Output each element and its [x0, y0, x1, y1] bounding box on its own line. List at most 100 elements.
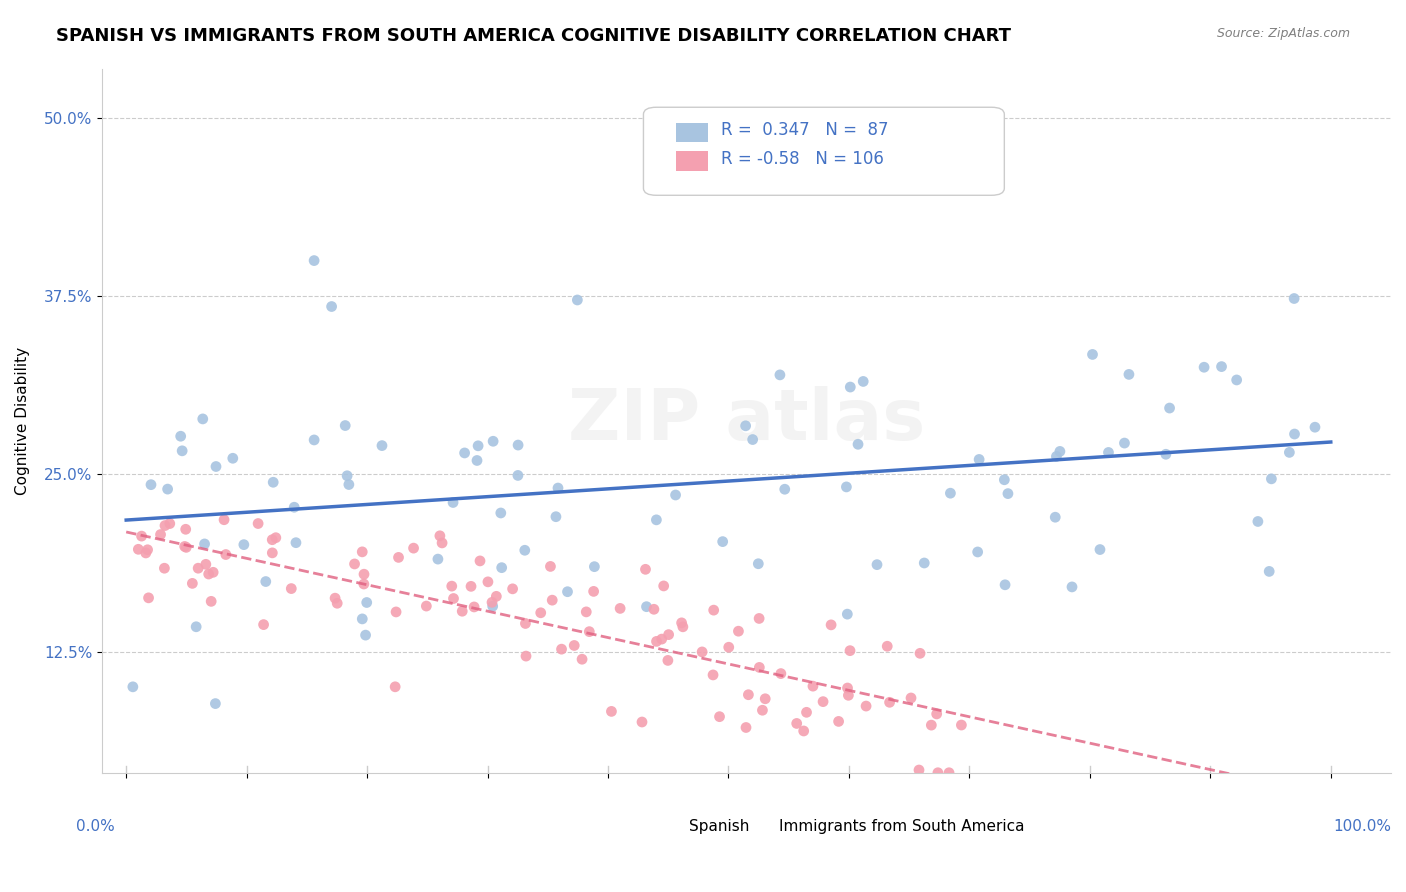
- Point: [283, 500, 305, 515]
- Point: [1045, 450, 1067, 464]
- Point: [131, 529, 153, 543]
- Point: [852, 375, 875, 389]
- Point: [837, 607, 859, 621]
- Point: [280, 582, 302, 596]
- Point: [172, 443, 194, 458]
- Y-axis label: Cognitive Disability: Cognitive Disability: [15, 347, 30, 495]
- Point: [506, 468, 529, 483]
- Point: [159, 516, 181, 531]
- Point: [839, 380, 862, 394]
- Point: [212, 513, 235, 527]
- Text: Spanish: Spanish: [689, 819, 749, 833]
- Point: [769, 368, 792, 382]
- Point: [741, 433, 763, 447]
- Point: [657, 653, 679, 667]
- Point: [200, 594, 222, 608]
- Point: [912, 556, 935, 570]
- Point: [645, 634, 668, 648]
- Point: [751, 703, 773, 717]
- Point: [562, 639, 585, 653]
- Point: [174, 522, 197, 536]
- Point: [247, 516, 270, 531]
- Point: [855, 699, 877, 714]
- Point: [702, 668, 724, 682]
- Text: ZIP atlas: ZIP atlas: [568, 386, 925, 455]
- Point: [737, 688, 759, 702]
- Point: [481, 595, 503, 609]
- Point: [793, 723, 815, 738]
- Point: [477, 574, 499, 589]
- Point: [550, 642, 572, 657]
- Point: [491, 560, 513, 574]
- Point: [215, 548, 238, 562]
- FancyBboxPatch shape: [756, 805, 780, 822]
- Point: [711, 534, 734, 549]
- Point: [1154, 447, 1177, 461]
- Point: [938, 765, 960, 780]
- Point: [1226, 373, 1249, 387]
- Point: [541, 593, 564, 607]
- Point: [262, 546, 284, 560]
- Point: [453, 446, 475, 460]
- Point: [879, 695, 901, 709]
- Point: [181, 576, 204, 591]
- FancyBboxPatch shape: [676, 151, 707, 170]
- Point: [489, 506, 512, 520]
- Point: [430, 536, 453, 550]
- Point: [174, 541, 197, 555]
- Point: [900, 690, 922, 705]
- Point: [828, 168, 851, 182]
- Point: [139, 477, 162, 491]
- Point: [658, 627, 681, 641]
- Point: [773, 482, 796, 496]
- Point: [262, 533, 284, 547]
- Point: [465, 453, 488, 467]
- Point: [567, 293, 589, 307]
- Point: [754, 691, 776, 706]
- Point: [135, 546, 157, 560]
- Point: [173, 540, 195, 554]
- Point: [153, 518, 176, 533]
- Point: [837, 681, 859, 695]
- Point: [513, 543, 536, 558]
- FancyBboxPatch shape: [669, 805, 692, 822]
- Point: [939, 486, 962, 500]
- Point: [811, 695, 834, 709]
- Point: [205, 459, 228, 474]
- Point: [385, 605, 408, 619]
- Point: [735, 721, 758, 735]
- Point: [652, 579, 675, 593]
- Point: [530, 606, 553, 620]
- Point: [571, 652, 593, 666]
- Point: [441, 495, 464, 509]
- Point: [631, 714, 654, 729]
- Point: [908, 646, 931, 660]
- Point: [451, 604, 474, 618]
- FancyBboxPatch shape: [676, 123, 707, 143]
- Point: [149, 527, 172, 541]
- Text: Immigrants from South America: Immigrants from South America: [779, 819, 1025, 833]
- Point: [371, 439, 394, 453]
- Point: [284, 535, 307, 549]
- Point: [547, 481, 569, 495]
- Point: [326, 596, 349, 610]
- Point: [429, 529, 451, 543]
- Point: [835, 480, 858, 494]
- Point: [578, 624, 600, 639]
- Point: [748, 611, 770, 625]
- Point: [194, 558, 217, 572]
- Point: [1282, 292, 1305, 306]
- Point: [222, 451, 245, 466]
- Point: [997, 486, 1019, 500]
- Point: [967, 452, 990, 467]
- Point: [463, 599, 485, 614]
- Point: [337, 477, 360, 491]
- Text: 100.0%: 100.0%: [1333, 819, 1391, 833]
- Point: [460, 579, 482, 593]
- Point: [709, 709, 731, 723]
- Point: [876, 639, 898, 653]
- Point: [302, 433, 325, 447]
- Point: [202, 566, 225, 580]
- Point: [353, 567, 375, 582]
- Point: [538, 559, 561, 574]
